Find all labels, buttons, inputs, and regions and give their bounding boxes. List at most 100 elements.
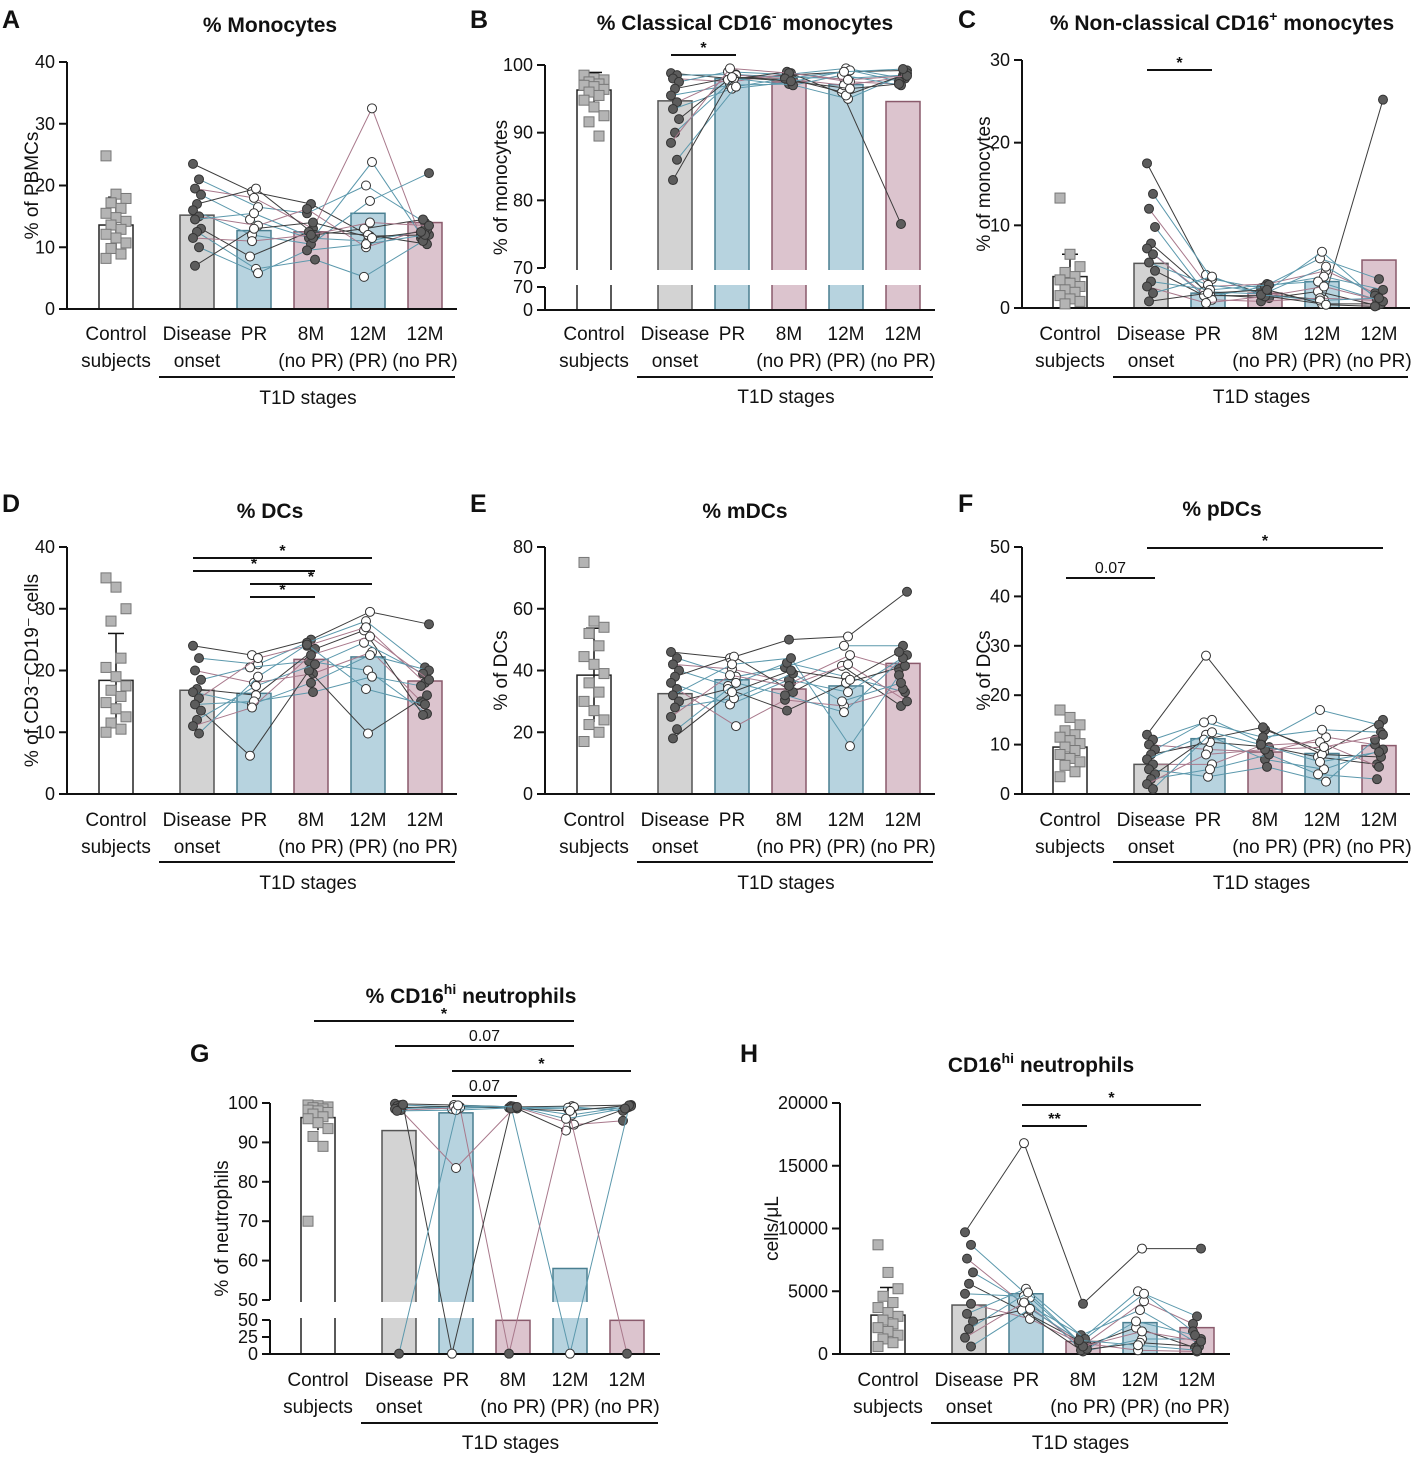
control-point [872,1340,884,1352]
subject-line [670,591,908,659]
y-axis: 0 10 20 30 40 50 [990,537,1023,804]
sig-label: * [308,569,315,586]
y-tick-label: 0 [1000,298,1010,318]
x-tick-label: (no PR) [594,1397,659,1418]
y-tick-label: 0 [248,1344,258,1364]
y-tick-label: 20 [990,133,1010,153]
control-point [588,615,600,627]
y-axis-label: cells/μL [762,1196,783,1261]
subject-point [666,711,676,722]
subject-point [1321,261,1331,272]
subject-point [194,728,204,739]
subject-point [1196,1336,1206,1347]
control-point [317,1140,329,1152]
subject-point [1313,769,1323,780]
subject-point [188,158,198,169]
subject-point [424,220,434,231]
subject-point [1019,1138,1029,1149]
x-tick-label: 12M [885,810,922,831]
control-point [120,237,132,249]
chart-title-suffix: neutrophils [1014,1054,1134,1077]
y-tick-label: 40 [513,661,533,681]
y-tick-label: 80 [513,537,533,557]
axis-break-mask [272,1302,662,1318]
sig-label: * [279,582,286,599]
subject-point [367,157,377,168]
significance-bars: 0.07 * 0.07 * [314,1006,631,1097]
subject-point [902,586,912,597]
control-point [105,717,117,729]
subject-point [670,702,680,713]
subject-point [1201,298,1211,309]
chart-title-main: % Non-classical CD16 [1050,12,1269,35]
subject-point [302,639,312,650]
sig-label: 0.07 [1095,560,1126,577]
subject-point [1319,742,1329,753]
sig-label: ** [1048,1111,1061,1128]
y-tick-label: 100 [228,1093,258,1113]
x-tick-label: Disease [935,1370,1004,1391]
control-point [110,232,122,244]
y-tick-label: 40 [35,537,55,557]
subject-line [972,1271,1200,1345]
subject-point [1192,1345,1202,1356]
subject-point [188,640,198,651]
control-point [1064,711,1076,723]
subject-point [1144,203,1154,214]
chart-title: % CD16hi neutrophils [366,981,577,1008]
subject-point [245,750,255,761]
y-axis-label: % of DCs [491,630,512,710]
control-point [593,686,605,698]
x-tick-label: (PR) [1302,351,1341,372]
y-axis-label: % of monocytes [974,116,995,251]
subject-point [365,195,375,206]
subject-point [896,219,906,230]
subject-point [565,1348,575,1359]
group-label: T1D stages [737,387,834,408]
axis-break-mask [547,270,937,285]
x-tick-label: PR [241,810,267,831]
subject-point [966,1239,976,1250]
x-tick-label: Control [563,810,624,831]
x-tick-label: 12M [350,810,387,831]
control-points [100,572,132,738]
subject-point [1205,764,1215,775]
x-tick-label: Disease [641,810,710,831]
control-point [593,89,605,101]
chart-title: % mDCs [702,500,787,523]
x-tick-label: 8M [776,810,802,831]
sig-label: * [1262,533,1269,550]
x-tick-label: onset [174,351,221,372]
x-tick-label: Control [1039,810,1100,831]
x-tick-label: 12M [828,324,865,345]
x-tick-label: Disease [163,324,232,345]
control-point [578,94,590,106]
control-point [598,668,610,680]
subject-point [1142,158,1152,169]
group-label: T1D stages [259,873,356,894]
subject-point [1321,776,1331,787]
x-tick-label: (no PR) [870,351,935,372]
y-tick-label: 50 [238,1290,258,1310]
x-tick-label: PR [443,1370,469,1391]
subject-point [784,634,794,645]
chart-title: % pDCs [1182,498,1261,521]
x-tick-label: (no PR) [1164,1397,1229,1418]
subject-point [249,223,259,234]
y-tick-label: 30 [990,636,1010,656]
subject-point [670,127,680,138]
x-tick-label: (no PR) [392,837,457,858]
subject-point [668,659,678,670]
chart-title-main: CD16 [948,1054,1002,1077]
control-point [100,572,112,584]
control-point [588,705,600,717]
subject-point [365,631,375,642]
x-tick-label: subjects [1035,837,1105,858]
y-tick-label: 0 [45,299,55,319]
subject-point [365,217,375,228]
control-point [105,615,117,627]
paired-series [1142,650,1388,795]
subject-point [962,1308,972,1319]
